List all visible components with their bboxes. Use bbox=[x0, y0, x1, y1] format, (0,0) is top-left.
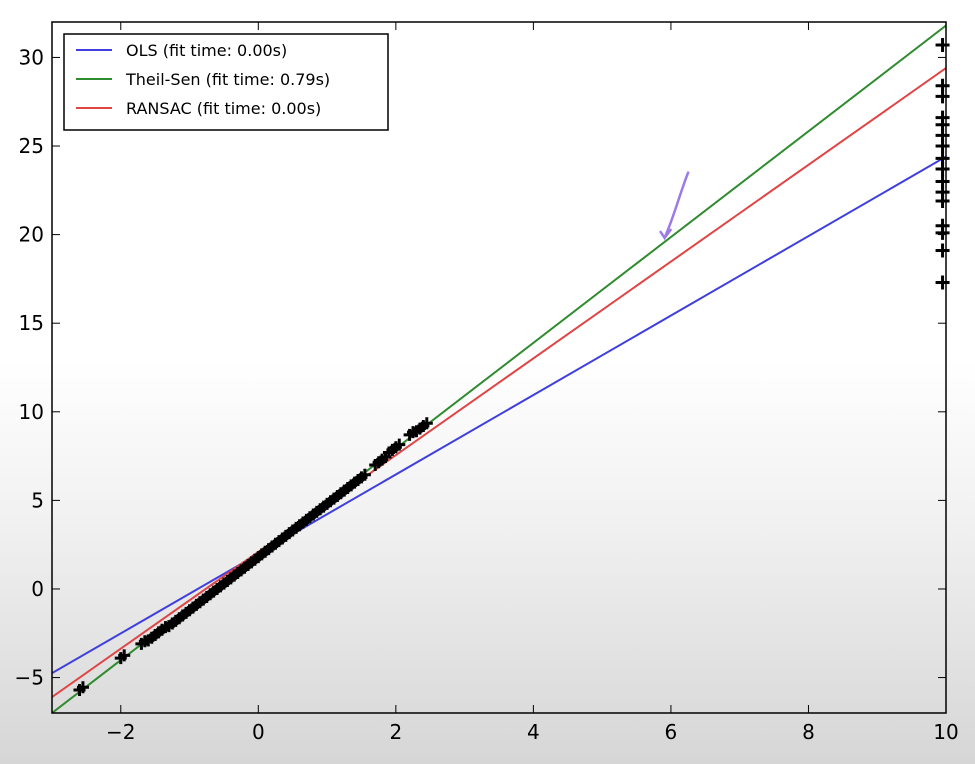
legend-label-0: OLS (fit time: 0.00s) bbox=[126, 41, 287, 60]
x-tick-label-3: 4 bbox=[527, 720, 540, 744]
data-points-layer bbox=[73, 38, 950, 696]
y-tick-label-0: −5 bbox=[15, 666, 44, 690]
x-tick-label-1: 0 bbox=[252, 720, 265, 744]
fit-line-2 bbox=[52, 67, 946, 698]
outlier-point-15 bbox=[935, 275, 950, 290]
inlier-point-0-b bbox=[76, 681, 89, 694]
inlier-point-34-b bbox=[358, 468, 371, 481]
outlier-point-8 bbox=[935, 162, 950, 177]
axes-layer: −2 0 2 4 6 8 10 −5 0 5 10 15 20 25 30 bbox=[15, 21, 959, 744]
outlier-point-0 bbox=[935, 38, 950, 53]
y-tick-label-5: 20 bbox=[19, 223, 44, 247]
outlier-point-2 bbox=[935, 89, 950, 104]
outlier-point-11 bbox=[935, 193, 950, 208]
legend-label-1: Theil-Sen (fit time: 0.79s) bbox=[125, 70, 330, 89]
y-tick-label-1: 0 bbox=[31, 577, 44, 601]
legend: OLS (fit time: 0.00s) Theil-Sen (fit time… bbox=[63, 33, 389, 131]
fit-line-0 bbox=[52, 155, 946, 675]
axes-frame bbox=[51, 21, 947, 714]
legend-box bbox=[63, 33, 389, 131]
inlier-point-41-b bbox=[420, 417, 433, 430]
inlier-point-38-b bbox=[393, 438, 406, 451]
legend-label-2: RANSAC (fit time: 0.00s) bbox=[126, 99, 321, 118]
y-tick-label-2: 5 bbox=[31, 488, 44, 512]
y-tick-label-7: 30 bbox=[19, 45, 44, 69]
x-tick-label-4: 6 bbox=[665, 720, 678, 744]
inlier-point-1-b bbox=[118, 649, 131, 662]
x-tick-label-5: 8 bbox=[802, 720, 815, 744]
outlier-point-13 bbox=[935, 225, 950, 240]
annotation-arrow bbox=[659, 171, 690, 241]
annotation-layer bbox=[659, 171, 690, 241]
y-tick-label-3: 10 bbox=[19, 400, 44, 424]
y-tick-label-6: 25 bbox=[19, 134, 44, 158]
outlier-point-14 bbox=[935, 243, 950, 258]
x-tick-label-2: 2 bbox=[389, 720, 402, 744]
y-tick-label-4: 15 bbox=[19, 311, 44, 335]
x-tick-label-0: −2 bbox=[106, 720, 135, 744]
x-tick-label-6: 10 bbox=[933, 720, 958, 744]
